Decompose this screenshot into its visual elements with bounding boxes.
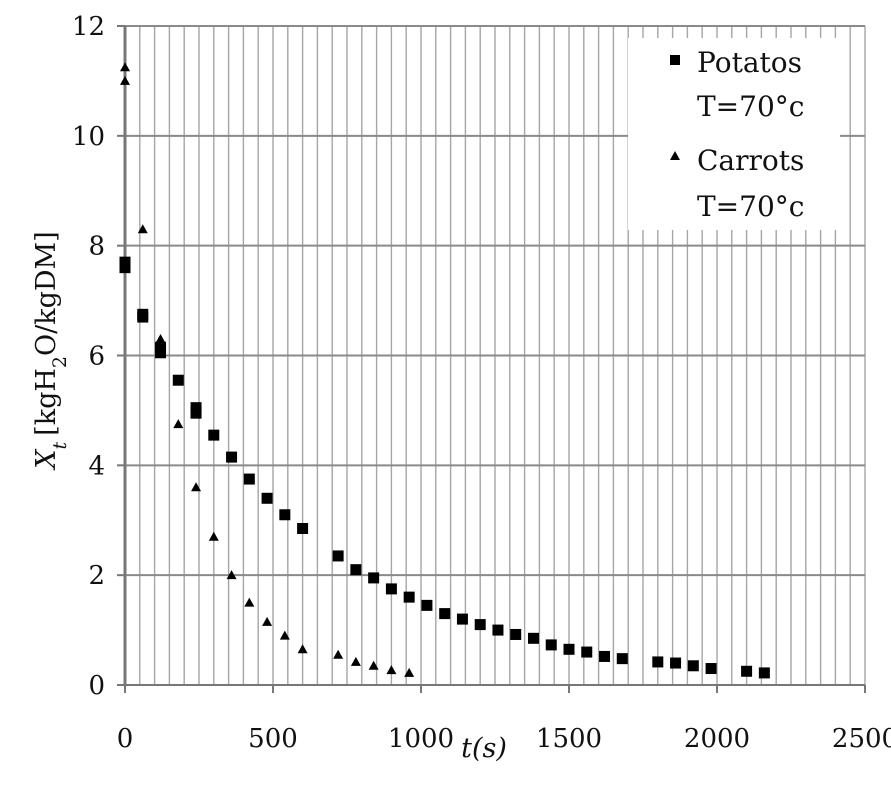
- data-point-potatos: [563, 643, 575, 655]
- data-point-carrots: [120, 75, 130, 85]
- data-point-potatos: [456, 613, 468, 625]
- data-point-potatos: [155, 347, 167, 359]
- data-point-potatos: [652, 656, 664, 668]
- legend-marker-carrots: [670, 151, 680, 160]
- data-point-potatos: [687, 660, 699, 672]
- data-point-potatos: [492, 624, 504, 636]
- data-point-potatos: [226, 451, 238, 463]
- y-axis-title-units-a: [kgH: [31, 368, 62, 436]
- x-tick-label: 1500: [536, 724, 602, 754]
- data-point-potatos: [510, 628, 522, 640]
- data-point-carrots: [386, 665, 397, 675]
- x-axis-title: t(s): [461, 733, 507, 764]
- data-point-potatos: [137, 311, 149, 323]
- data-point-carrots: [226, 570, 237, 580]
- x-tick-label: 1000: [388, 724, 454, 754]
- data-point-carrots: [368, 660, 379, 670]
- data-point-potatos: [705, 663, 717, 675]
- data-point-potatos: [599, 650, 611, 662]
- data-point-potatos: [297, 522, 309, 534]
- legend-marker-potatos: [670, 55, 680, 65]
- y-axis-title-units-b: O/kgDM]: [31, 231, 62, 356]
- data-point-carrots: [244, 597, 255, 607]
- x-tick-label: 0: [117, 724, 134, 754]
- x-tick-label: 500: [248, 724, 298, 754]
- data-point-carrots: [191, 482, 202, 492]
- data-points: [119, 62, 770, 679]
- legend-label-carrots-condition: T=70°c: [697, 190, 804, 223]
- data-point-carrots: [155, 342, 166, 352]
- data-point-carrots: [350, 656, 361, 666]
- legend-background: [628, 38, 840, 230]
- data-point-potatos: [758, 667, 770, 679]
- legend: Potatos T=70°c Carrots T=70°c: [628, 38, 840, 230]
- x-tick-label: 2500: [832, 724, 891, 754]
- legend-label-carrots: Carrots: [697, 144, 804, 177]
- data-point-potatos: [403, 591, 415, 603]
- y-tick-label: 6: [88, 342, 105, 372]
- y-tick-label: 12: [72, 12, 105, 42]
- data-point-potatos: [332, 550, 344, 562]
- data-point-potatos: [119, 262, 131, 274]
- x-axis-title-unit: s: [482, 733, 496, 764]
- data-point-potatos: [190, 407, 202, 419]
- y-tick-label: 4: [88, 451, 105, 481]
- x-tick-label: 2000: [684, 724, 750, 754]
- y-axis-title-units-sub: 2: [49, 356, 71, 368]
- data-point-potatos: [581, 646, 593, 658]
- axes: [117, 25, 866, 693]
- data-point-carrots: [262, 616, 273, 626]
- data-point-carrots: [333, 649, 344, 659]
- gridlines: [125, 25, 866, 685]
- data-point-carrots: [173, 419, 184, 429]
- data-point-carrots: [155, 334, 166, 344]
- data-point-potatos: [385, 583, 397, 595]
- legend-label-potatos-condition: T=70°c: [697, 90, 804, 123]
- data-point-potatos: [261, 492, 273, 504]
- data-point-potatos: [616, 653, 628, 665]
- data-point-carrots: [208, 531, 219, 541]
- legend-label-potatos: Potatos: [697, 46, 802, 79]
- data-point-carrots: [137, 224, 148, 234]
- data-point-potatos: [172, 374, 184, 386]
- data-point-carrots: [279, 630, 290, 640]
- data-point-potatos: [350, 564, 362, 576]
- data-point-potatos: [439, 608, 451, 620]
- data-point-potatos: [421, 599, 433, 611]
- data-point-potatos: [243, 473, 255, 485]
- data-point-potatos: [208, 429, 220, 441]
- tick-labels: 0 2 4 6 8 10 12 0 500 1000 1500 2000 2500: [72, 12, 891, 754]
- data-point-carrots: [120, 62, 130, 72]
- y-tick-label: 0: [88, 671, 105, 701]
- data-point-carrots: [404, 667, 415, 677]
- data-point-carrots: [297, 644, 308, 654]
- data-point-potatos: [670, 657, 682, 669]
- y-axis-title-symbol: X: [31, 448, 62, 471]
- data-point-potatos: [279, 509, 291, 521]
- data-point-potatos: [527, 632, 539, 644]
- y-axis-title-subscript: t: [49, 441, 71, 449]
- y-tick-label: 8: [88, 232, 105, 262]
- data-point-potatos: [741, 665, 753, 677]
- data-point-potatos: [474, 619, 486, 631]
- data-point-potatos: [368, 572, 380, 584]
- y-axis-title: Xt [kgH2O/kgDM]: [31, 231, 71, 470]
- y-tick-label: 2: [88, 561, 105, 591]
- data-point-potatos: [545, 639, 557, 651]
- y-tick-label: 10: [72, 122, 105, 152]
